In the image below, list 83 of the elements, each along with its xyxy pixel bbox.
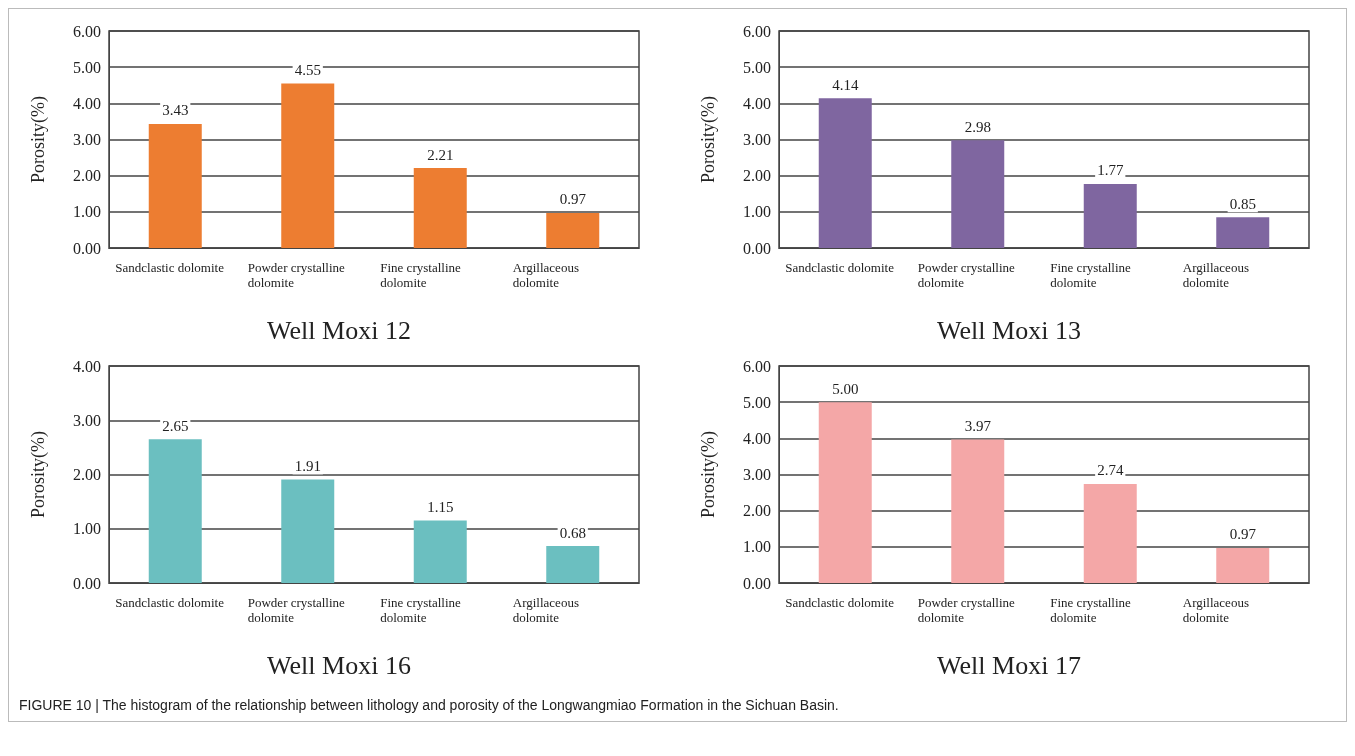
y-tick-label: 3.00 [743, 466, 771, 483]
bar [281, 479, 335, 583]
data-label: 2.98 [964, 118, 991, 135]
bar [951, 439, 1005, 583]
data-label: 0.97 [559, 191, 587, 208]
y-tick-label: 0.00 [73, 574, 101, 592]
x-tick-label: Powder crystalline dolomite [917, 260, 1019, 290]
x-tick-label: Fine crystalline dolomite [380, 595, 465, 625]
bar [413, 520, 467, 583]
x-tick-label: Sandclastic dolomite [785, 260, 895, 275]
y-tick-label: 4.00 [73, 357, 101, 375]
x-tick-label: Powder crystalline dolomite [247, 260, 349, 290]
y-tick-label: 1.00 [743, 538, 771, 556]
bar [818, 98, 872, 248]
y-tick-label: 5.00 [743, 58, 771, 76]
data-label: 0.97 [1229, 526, 1257, 543]
data-label: 0.85 [1229, 195, 1256, 212]
data-label: 0.68 [559, 524, 586, 541]
text: Well Moxi 12 [267, 315, 411, 345]
x-tick-label: Sandclastic dolomite [115, 260, 225, 275]
bar [818, 402, 872, 583]
bar [1216, 217, 1270, 248]
x-tick-label: Argillaceous dolomite [512, 260, 583, 290]
y-tick-label: 2.00 [73, 466, 101, 483]
text: Well Moxi 17 [937, 650, 1081, 680]
y-axis-title: Porosity(%) [698, 96, 719, 183]
x-tick-label: Fine crystalline dolomite [380, 260, 465, 290]
y-tick-label: 4.00 [743, 94, 771, 112]
data-label: 1.15 [427, 499, 454, 516]
y-tick-label: 3.00 [743, 131, 771, 148]
y-tick-label: 0.00 [73, 239, 101, 257]
y-tick-label: 6.00 [743, 357, 771, 375]
data-label: 3.43 [162, 102, 189, 119]
bar [148, 439, 202, 583]
y-axis-title: Porosity(%) [698, 431, 719, 518]
y-tick-label: 4.00 [73, 94, 101, 112]
bar [413, 168, 467, 248]
y-axis-title: Porosity(%) [28, 96, 49, 183]
bar [951, 140, 1005, 248]
caption: FIGURE 10 | The histogram of the relationship between lithology and porosity of the Longwangmiao Formation in the Sichuan Basin. [18, 696, 840, 715]
data-label: 2.65 [162, 417, 189, 434]
y-tick-label: 6.00 [73, 22, 101, 40]
x-tick-label: Sandclastic dolomite [115, 595, 225, 610]
x-tick-label: Sandclastic dolomite [785, 595, 895, 610]
y-tick-label: 3.00 [73, 131, 101, 148]
x-tick-label: Powder crystalline dolomite [917, 595, 1019, 625]
x-tick-label: Argillaceous dolomite [512, 595, 583, 625]
bar [148, 123, 202, 248]
y-tick-label: 1.00 [73, 520, 101, 538]
data-label: 3.97 [964, 417, 992, 434]
y-tick-label: 1.00 [743, 203, 771, 221]
data-label: 2.74 [1097, 462, 1124, 479]
data-label: 5.00 [832, 380, 859, 397]
y-tick-label: 2.00 [743, 502, 771, 520]
bar [1083, 183, 1137, 248]
y-tick-label: 2.00 [73, 167, 101, 185]
y-axis-title: Porosity(%) [28, 431, 49, 518]
x-tick-label: Powder crystalline dolomite [247, 595, 349, 625]
text: Well Moxi 16 [267, 650, 411, 680]
bar [546, 546, 600, 583]
y-tick-label: 5.00 [743, 393, 771, 411]
bar [1083, 483, 1137, 583]
y-tick-label: 0.00 [743, 574, 771, 592]
data-label: 4.55 [294, 61, 321, 78]
bar [281, 83, 335, 248]
y-tick-label: 1.00 [73, 203, 101, 221]
bar [1216, 547, 1270, 583]
y-tick-label: 4.00 [743, 429, 771, 447]
bar [546, 212, 600, 248]
y-tick-label: 3.00 [73, 411, 101, 429]
y-tick-label: 5.00 [73, 58, 101, 76]
data-label: 2.21 [427, 146, 454, 163]
y-tick-label: 6.00 [743, 22, 771, 40]
x-tick-label: Fine crystalline dolomite [1050, 260, 1135, 290]
x-tick-label: Fine crystalline dolomite [1050, 595, 1135, 625]
x-tick-label: Argillaceous dolomite [1182, 260, 1253, 290]
data-label: 1.91 [294, 457, 321, 474]
data-label: 4.14 [832, 76, 859, 93]
x-tick-label: Argillaceous dolomite [1182, 595, 1253, 625]
y-tick-label: 0.00 [743, 239, 771, 257]
data-label: 1.77 [1097, 162, 1124, 179]
y-tick-label: 2.00 [743, 167, 771, 185]
text: Well Moxi 13 [937, 315, 1081, 345]
